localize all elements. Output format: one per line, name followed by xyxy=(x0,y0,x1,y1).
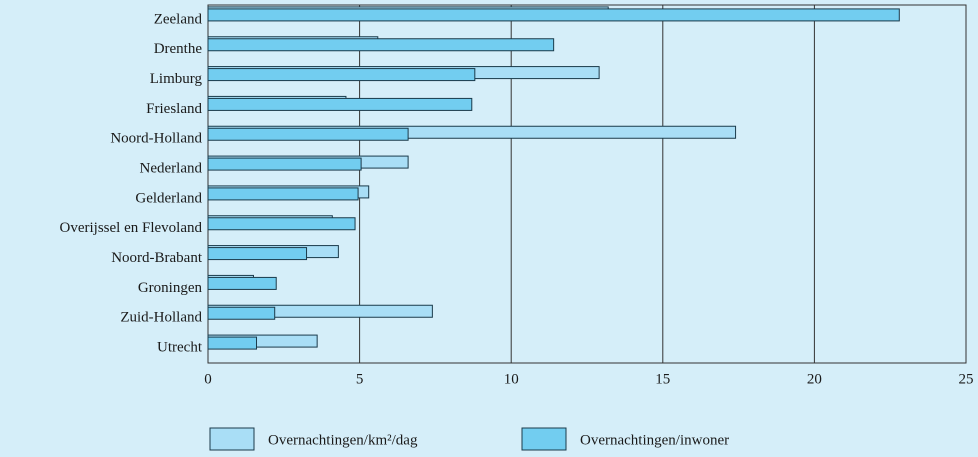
y-tick-label: Utrecht xyxy=(157,340,203,356)
bar xyxy=(207,38,555,52)
legend-label: Overnachtingen/inwoner xyxy=(580,432,729,448)
x-tick-label: 25 xyxy=(959,371,974,387)
bar xyxy=(207,157,362,171)
y-tick-label: Zeeland xyxy=(154,11,203,27)
bar xyxy=(207,336,258,350)
legend-swatch xyxy=(521,427,567,451)
bar xyxy=(207,127,409,141)
x-tick-label: 20 xyxy=(807,371,822,387)
x-tick-label: 10 xyxy=(504,371,519,387)
bar xyxy=(207,8,900,22)
x-tick-label: 0 xyxy=(204,371,212,387)
y-tick-label: Noord-Holland xyxy=(110,131,202,147)
bar xyxy=(207,68,476,82)
y-tick-label: Gelderland xyxy=(135,190,202,206)
bar xyxy=(207,97,473,111)
y-tick-label: Limburg xyxy=(150,71,203,87)
y-tick-label: Overijssel en Flevoland xyxy=(60,220,203,236)
legend-label: Overnachtingen/km²/dag xyxy=(268,432,418,448)
x-tick-label: 15 xyxy=(655,371,670,387)
y-tick-label: Nederland xyxy=(140,161,203,177)
x-tick-label: 5 xyxy=(356,371,364,387)
y-tick-label: Groningen xyxy=(138,280,203,296)
bar xyxy=(207,306,276,320)
y-tick-label: Noord-Brabant xyxy=(111,250,203,266)
y-tick-label: Zuid-Holland xyxy=(120,310,202,326)
y-tick-label: Friesland xyxy=(146,101,202,117)
bar xyxy=(207,247,308,261)
bar xyxy=(207,187,359,201)
bar xyxy=(207,217,356,231)
y-tick-label: Drenthe xyxy=(154,41,203,57)
legend-swatch xyxy=(209,427,255,451)
bar xyxy=(207,276,277,290)
